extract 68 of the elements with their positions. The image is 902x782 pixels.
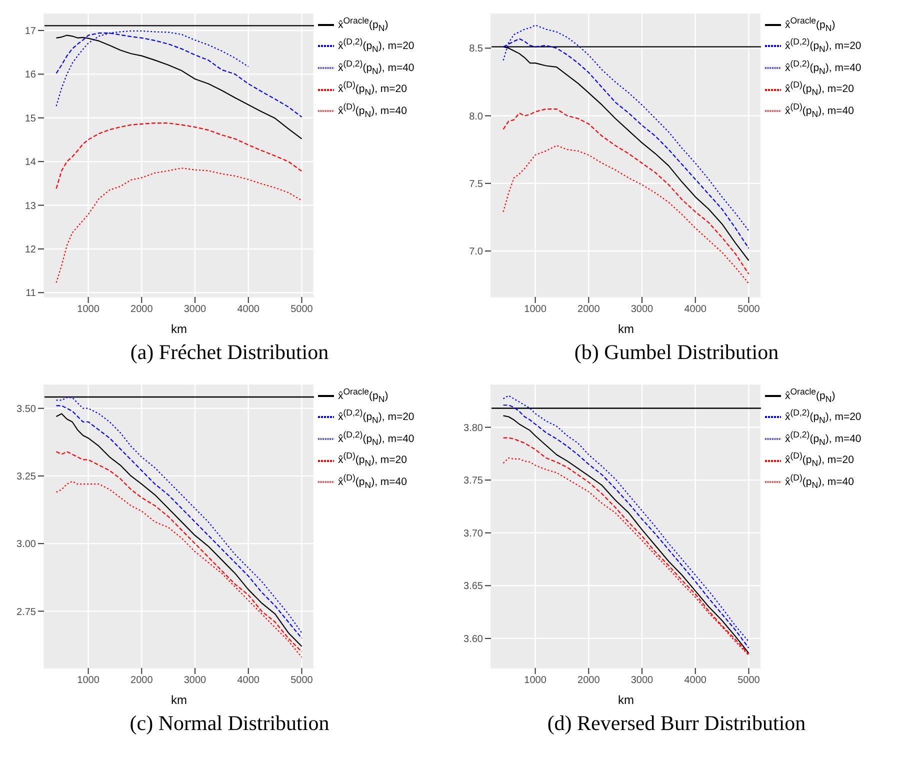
x-tick-label: 3000 [184, 675, 207, 686]
y-tick-label: 13 [24, 200, 36, 212]
x-tick-label: 1000 [524, 675, 547, 686]
y-tick-label: 17 [24, 26, 36, 38]
legend-label: x̂$^{(D)}$(p$_{N}$), m=20 [338, 450, 407, 468]
x-tick-label: 2000 [578, 304, 600, 316]
y-tick-label: 2.75 [16, 606, 36, 618]
y-tick-label: 3.25 [16, 472, 36, 483]
legend-label: x̂$^{(D,2)}$(p$_{N}$), m=40 [338, 58, 414, 76]
y-tick-label: 3.70 [464, 528, 484, 540]
y-tick-label: 15 [24, 113, 36, 124]
x-tick-label: 3000 [184, 304, 207, 316]
legend-label: x̂$^{Oracle}$(p$_{N}$) [785, 15, 836, 33]
text: (d) Reversed Burr Distribution [546, 711, 807, 736]
y-tick-label: 3.00 [16, 539, 36, 550]
legend-label: x̂$^{(D,2)}$(p$_{N}$), m=20 [785, 408, 862, 426]
y-tick-label: 7.0 [469, 246, 484, 258]
text: (c) Normal Distribution [128, 711, 330, 736]
legend-label: x̂$^{(D)}$(p$_{N}$), m=40 [785, 101, 854, 119]
x-tick-label: 3000 [630, 675, 654, 686]
y-tick-label: 3.75 [464, 476, 484, 487]
y-tick-label: 3.80 [464, 422, 484, 434]
legend-label: x̂$^{(D,2)}$(p$_{N}$), m=20 [785, 36, 862, 54]
text: (b) Gumbel Distribution [573, 340, 780, 365]
legend-label: x̂$^{(D)}$(p$_{N}$), m=40 [338, 101, 407, 119]
x-tick-label: 2000 [130, 304, 154, 316]
x-tick-label: 4000 [684, 304, 707, 316]
x-tick-label: 1000 [77, 675, 100, 686]
x-tick-label: 2000 [130, 675, 154, 686]
x-tick-label: 4000 [237, 304, 260, 316]
x-axis-title: km [618, 322, 634, 336]
x-tick-label: 1000 [77, 304, 100, 316]
y-tick-label: 16 [24, 70, 36, 81]
y-tick-label: 11 [26, 288, 36, 300]
x-tick-label: 3000 [630, 304, 654, 316]
x-tick-label: 5000 [290, 675, 314, 686]
x-tick-label: 5000 [290, 304, 314, 316]
x-axis-title: km [171, 322, 187, 336]
legend-label: x̂$^{(D,2)}$(p$_{N}$), m=40 [338, 429, 414, 447]
x-axis-title: km [618, 693, 634, 707]
x-tick-label: 5000 [738, 304, 760, 316]
legend-label: x̂$^{(D,2)}$(p$_{N}$), m=40 [785, 429, 862, 447]
legend-label: x̂$^{(D,2)}$(p$_{N}$), m=20 [338, 408, 414, 426]
x-tick-label: 2000 [578, 675, 600, 686]
legend-label: x̂$^{(D,2)}$(p$_{N}$), m=40 [785, 58, 862, 76]
x-tick-label: 1000 [524, 304, 547, 316]
x-tick-label: 5000 [738, 675, 760, 686]
x-tick-label: 4000 [237, 675, 260, 686]
y-tick-label: 8.5 [469, 44, 484, 55]
legend-label: x̂$^{Oracle}$(p$_{N}$) [785, 386, 836, 404]
legend-label: x̂$^{(D,2)}$(p$_{N}$), m=20 [338, 36, 414, 54]
y-tick-label: 12 [24, 244, 36, 256]
legend-label: x̂$^{(D)}$(p$_{N}$), m=40 [338, 472, 407, 490]
y-tick-label: 3.65 [464, 581, 484, 592]
x-tick-label: 4000 [684, 675, 707, 686]
y-tick-label: 3.60 [464, 634, 484, 645]
y-tick-label: 7.5 [469, 178, 484, 190]
legend-label: x̂$^{(D)}$(p$_{N}$), m=20 [785, 450, 854, 468]
legend-label: x̂$^{Oracle}$(p$_{N}$) [338, 386, 388, 404]
legend-label: x̂$^{(D)}$(p$_{N}$), m=40 [785, 472, 854, 490]
x-axis-title: km [171, 693, 187, 707]
legend-label: x̂$^{Oracle}$(p$_{N}$) [338, 15, 388, 33]
legend-label: x̂$^{(D)}$(p$_{N}$), m=20 [785, 80, 854, 98]
y-tick-label: 14 [24, 157, 36, 168]
y-tick-label: 8.0 [469, 111, 484, 122]
legend-label: x̂$^{(D)}$(p$_{N}$), m=20 [338, 80, 407, 98]
y-tick-label: 3.50 [16, 404, 36, 415]
text: (a) Fréchet Distribution [129, 340, 330, 365]
